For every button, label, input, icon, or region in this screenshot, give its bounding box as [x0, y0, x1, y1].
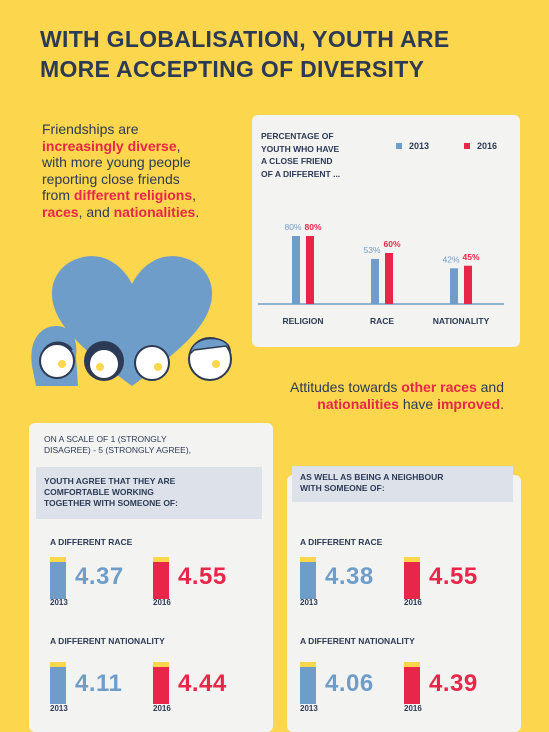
score-bar-2016 [404, 662, 420, 704]
working-race-2013-score: 4.37 [75, 563, 124, 590]
year-label: 2013 [300, 704, 318, 713]
intro-text: . [195, 203, 200, 220]
year-label: 2013 [50, 704, 68, 713]
working-nationality-2016-score: 4.44 [178, 670, 227, 697]
legend-swatch [396, 143, 402, 149]
legend-item-2013: 2013 [396, 141, 429, 151]
data-label: 80% [304, 222, 321, 232]
category-label: RELIGION [282, 316, 323, 326]
bar-religion-2016 [306, 236, 314, 304]
attitudes-highlight: other races [401, 379, 477, 395]
neighbour-race-2016-score: 4.55 [429, 563, 478, 590]
intro-text: , [176, 137, 181, 154]
intro-text: Friendships are [42, 121, 139, 137]
legend-swatch [464, 143, 470, 149]
bar-nationality-2013 [450, 268, 458, 304]
category-label: RACE [370, 316, 394, 326]
heading-line: TOGETHER WITH SOMEONE OF: [44, 498, 178, 508]
working-nationality-label: A DIFFERENT NATIONALITY [50, 636, 165, 646]
score-bar-2013 [300, 662, 316, 704]
data-label: 53% [363, 245, 380, 255]
chart-title: PERCENTAGE OF YOUTH WHO HAVE A CLOSE FRI… [261, 130, 386, 180]
neighbour-nationality-2013-score: 4.06 [325, 670, 374, 697]
title-line-1: WITH GLOBALISATION, YOUTH ARE [40, 26, 450, 52]
bar-chart: 80% 80% RELIGION 53%60% RACE 42% 45% NATIONALIT… [258, 222, 504, 326]
attitudes-text: Attitudes towards [289, 379, 402, 395]
chart-title-line: A CLOSE FRIEND [261, 156, 333, 166]
friend-percentage-chart-card [252, 115, 520, 347]
data-label: 45% [462, 252, 479, 262]
intro-paragraph: Friendships are increasingly diverse, wi… [42, 121, 242, 220]
score-bar-2013 [50, 557, 66, 599]
year-label: 2013 [300, 598, 318, 607]
attitudes-text: and [476, 379, 504, 395]
bar-race-2016 [385, 253, 393, 304]
legend-item-2016: 2016 [464, 141, 497, 151]
attitudes-highlight: improved [437, 396, 501, 412]
neighbour-race-label: A DIFFERENT RACE [300, 537, 383, 547]
face-icon [84, 341, 124, 381]
year-label: 2016 [153, 704, 171, 713]
data-label: 42% [442, 254, 459, 264]
title-line-2: MORE ACCEPTING OF DIVERSITY [40, 56, 425, 82]
score-bar-2016 [153, 662, 169, 704]
bar-race-2013 [371, 258, 379, 304]
data-label: 60% [383, 239, 400, 249]
score-bar-2016 [404, 557, 420, 599]
data-label: 80% [284, 222, 301, 232]
intro-highlight-nationalities: nationalities [113, 203, 196, 220]
legend-label: 2016 [477, 141, 498, 151]
neighbour-nationality-label: A DIFFERENT NATIONALITY [300, 636, 415, 646]
working-race-2016-score: 4.55 [178, 563, 227, 590]
bar-religion-2013 [292, 236, 300, 304]
heading-line: COMFORTABLE WORKING [44, 487, 154, 497]
heading-line: WITH SOMEONE OF: [300, 483, 385, 493]
working-heading: YOUTH AGREE THAT THEY ARE COMFORTABLE WO… [36, 467, 262, 519]
chart-title-line: YOUTH WHO HAVE [261, 143, 340, 154]
year-label: 2013 [50, 598, 68, 607]
intro-highlight-diverse: increasingly diverse [42, 137, 177, 154]
year-label: 2016 [404, 704, 422, 713]
intro-text: with more young people [42, 154, 191, 170]
scale-note-line: ON A SCALE OF 1 (STRONGLY [44, 434, 167, 444]
year-label: 2016 [404, 598, 422, 607]
category-label: NATIONALITY [433, 316, 490, 326]
working-nationality-2013-score: 4.11 [75, 670, 123, 697]
intro-highlight-races: races [42, 203, 79, 220]
neighbour-race-2013-score: 4.38 [325, 563, 374, 590]
legend-label: 2013 [409, 141, 430, 151]
face-icon [31, 326, 78, 386]
chart-title-line: PERCENTAGE OF [261, 131, 334, 141]
heading-line: AS WELL AS BEING A NEIGHBOUR [300, 472, 444, 482]
intro-text: from [42, 187, 74, 203]
page-title: WITH GLOBALISATION, YOUTH ARE MORE ACCEP… [40, 24, 520, 84]
intro-text: , and [78, 203, 114, 220]
bar-nationality-2016 [464, 265, 472, 304]
face-icon [134, 335, 170, 381]
intro-highlight-religions: different religions [73, 187, 193, 203]
scale-note-line: DISAGREE) - 5 (STRONGLY AGREE), [44, 445, 192, 455]
face-icon [188, 337, 232, 381]
score-bar-2013 [300, 557, 316, 599]
intro-text: reporting close friends [42, 170, 180, 187]
scale-note: ON A SCALE OF 1 (STRONGLY DISAGREE) - 5 … [44, 434, 254, 456]
chart-title-line: OF A DIFFERENT ... [261, 168, 341, 179]
score-bar-2013 [50, 662, 66, 704]
attitudes-text: . [500, 396, 504, 412]
year-label: 2016 [153, 598, 171, 607]
intro-text: , [192, 187, 197, 203]
heart-friends-illustration [31, 256, 232, 386]
attitudes-text: have [398, 396, 438, 412]
attitudes-statement: Attitudes towards other races and nation… [245, 379, 504, 413]
heading-line: YOUTH AGREE THAT THEY ARE [44, 476, 176, 486]
score-bar-2016 [153, 557, 169, 599]
neighbour-nationality-2016-score: 4.39 [429, 670, 478, 697]
neighbour-heading: AS WELL AS BEING A NEIGHBOUR WITH SOMEON… [292, 466, 513, 502]
working-race-label: A DIFFERENT RACE [50, 537, 133, 547]
attitudes-highlight: nationalities [317, 396, 399, 412]
